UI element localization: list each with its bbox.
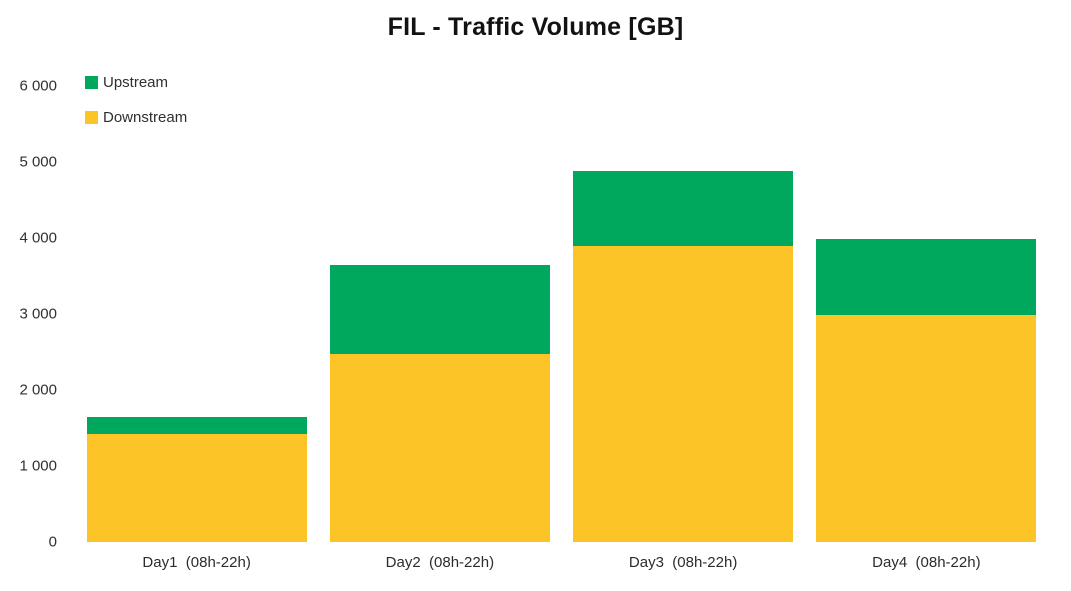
downstream-bar-segment [816, 314, 1037, 542]
bar-group-day4 [805, 86, 1048, 542]
legend-item-downstream: Downstream [85, 109, 187, 126]
legend-label-downstream: Downstream [103, 109, 188, 126]
y-tick-label: 6 000 [19, 77, 57, 95]
x-tick-label-day4: Day4 (08h-22h) [872, 554, 981, 571]
x-tick-label-day3: Day3 (08h-22h) [628, 554, 738, 571]
x-tick-label-day2: Day2 (08h-22h) [385, 554, 495, 571]
bar-group-day2 [318, 86, 561, 542]
x-tick-label-day1: Day1 (08h-22h) [142, 554, 251, 571]
x-axis: Day1 (08h-22h) Day2 (08h-22h) Day3 (08h-… [75, 554, 1048, 571]
upstream-bar-segment [86, 416, 307, 435]
y-tick-label: 1 000 [19, 457, 57, 475]
stacked-bar-day1 [86, 86, 307, 542]
chart-title: FIL - Traffic Volume [GB] [387, 13, 684, 41]
upstream-swatch-icon [85, 76, 98, 89]
legend-label-upstream: Upstream [103, 74, 169, 91]
downstream-bar-segment [329, 353, 550, 542]
bar-group-day3 [562, 86, 805, 542]
downstream-bar-segment [573, 246, 794, 542]
y-tick-label: 5 000 [19, 153, 57, 171]
upstream-bar-segment [573, 171, 794, 247]
y-axis: 6 000 5 000 4 000 3 000 2 000 1 000 0 [0, 78, 57, 551]
legend: Upstream Downstream [85, 74, 187, 144]
y-tick-label: 2 000 [19, 381, 57, 399]
downstream-swatch-icon [85, 111, 98, 124]
downstream-bar-segment [86, 434, 307, 542]
plot-area [75, 86, 1048, 542]
stacked-bar-day4 [816, 86, 1037, 542]
upstream-bar-segment [816, 238, 1037, 315]
stacked-bar-day3 [573, 86, 794, 542]
upstream-bar-segment [329, 265, 550, 354]
bar-group-day1 [75, 86, 318, 542]
y-tick-label: 3 000 [19, 305, 57, 323]
y-tick-label: 0 [48, 533, 57, 551]
legend-item-upstream: Upstream [85, 74, 187, 91]
y-tick-label: 4 000 [19, 229, 57, 247]
stacked-bar-day2 [329, 86, 550, 542]
